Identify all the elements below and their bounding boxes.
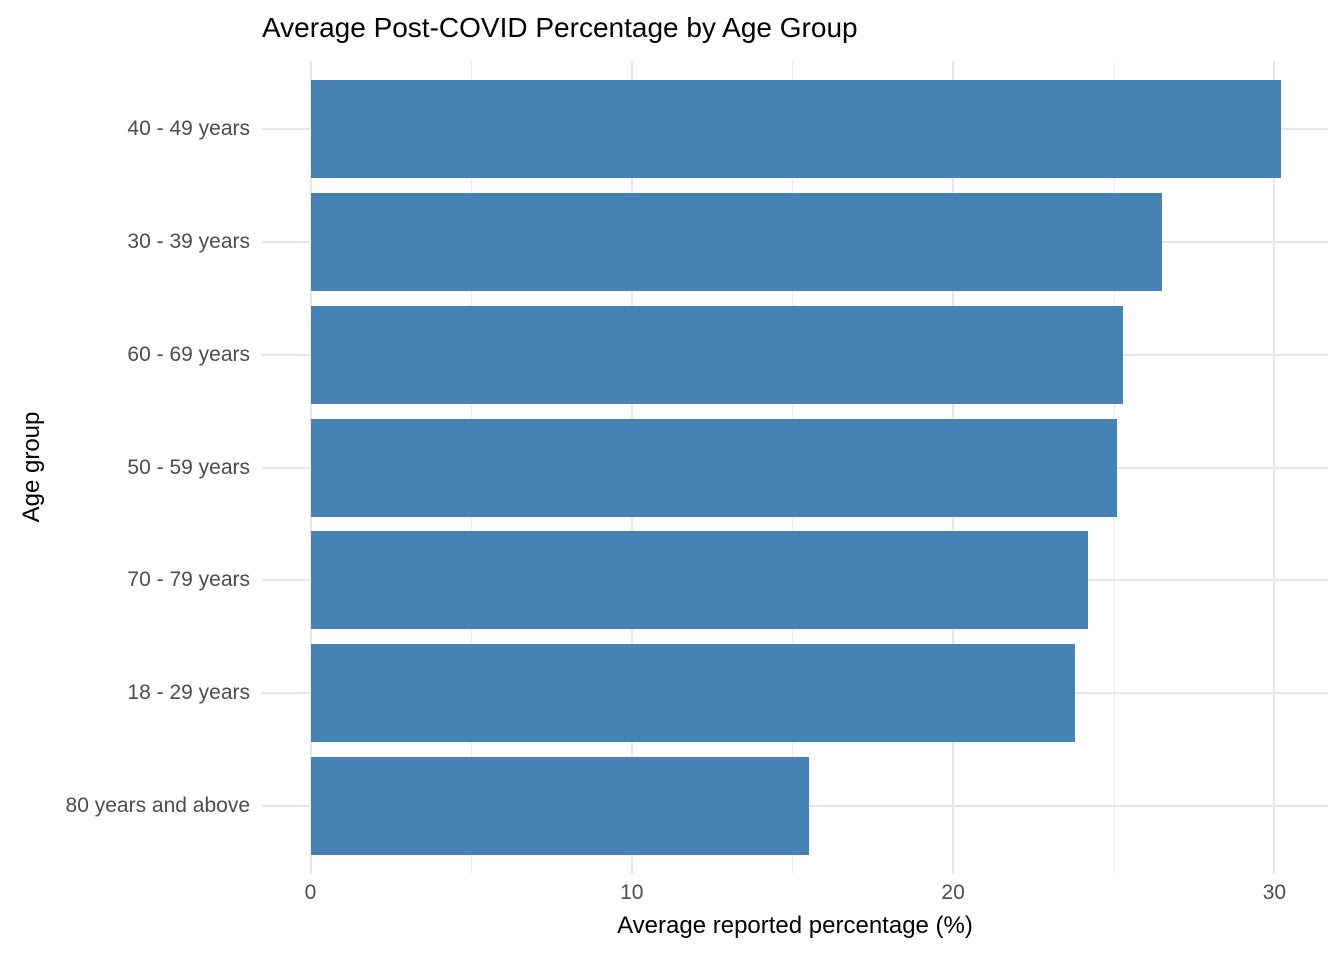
y-tick-label: 18 - 29 years	[127, 681, 250, 705]
y-tick-label: 70 - 79 years	[127, 568, 250, 592]
y-tick-label: 50 - 59 years	[127, 455, 250, 479]
bar-60---69-years	[310, 305, 1124, 404]
x-tick-label: 20	[941, 881, 965, 904]
bar-80-years-and-above	[310, 757, 809, 856]
chart-title: Average Post-COVID Percentage by Age Gro…	[262, 12, 858, 43]
bar-40---49-years	[310, 79, 1281, 178]
y-tick-label: 40 - 49 years	[127, 116, 250, 140]
y-tick-label: 30 - 39 years	[127, 229, 250, 253]
x-axis-title: Average reported percentage (%)	[617, 912, 973, 939]
bar-70---79-years	[310, 531, 1089, 630]
x-tick-label: 0	[304, 881, 317, 904]
y-axis-tick-labels: 40 - 49 years 30 - 39 years 60 - 69 years 5…	[0, 61, 250, 874]
bar-50---59-years	[310, 418, 1117, 517]
bar-18---29-years	[310, 644, 1076, 743]
bar-30---39-years	[310, 192, 1162, 291]
x-axis-tick-labels: 0 10 20 30	[262, 874, 1328, 906]
plot-panel	[262, 61, 1328, 874]
x-tick-label: 10	[620, 881, 644, 904]
y-tick-label: 60 - 69 years	[127, 342, 250, 366]
y-tick-label: 80 years and above	[65, 794, 250, 818]
x-tick-label: 30	[1262, 881, 1287, 904]
